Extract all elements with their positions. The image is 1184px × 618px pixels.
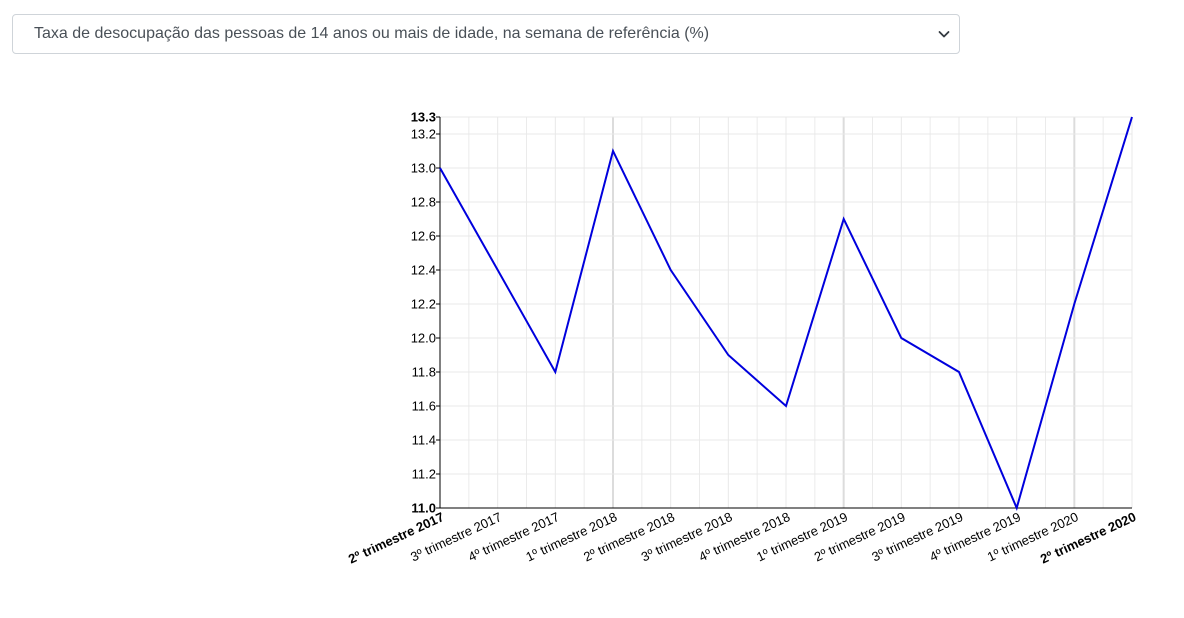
data-point [553,370,557,374]
indicator-select-value: Taxa de desocupação das pessoas de 14 an… [34,25,710,42]
y-tick-label: 11.6 [412,399,436,414]
x-tick-label: 2º trimestre 2017 [346,509,446,566]
y-tick-label: 12.4 [411,263,436,278]
y-tick-label: 12.6 [411,229,436,244]
data-point [1015,506,1019,510]
indicator-select[interactable]: Taxa de desocupação das pessoas de 14 an… [12,14,960,54]
y-tick-label: 12.8 [411,195,436,210]
x-tick-label: 2º trimestre 2020 [1038,509,1138,566]
data-point [1072,302,1076,306]
data-point [669,268,673,272]
y-tick-label: 13.3 [411,110,436,125]
y-tick-label: 13.2 [411,127,436,142]
data-point [611,149,615,153]
y-tick-label: 12.0 [411,331,436,346]
data-point [1130,115,1134,119]
data-point [784,404,788,408]
data-point [726,353,730,357]
y-tick-label: 11.8 [412,365,436,380]
data-point [842,217,846,221]
series-line [439,116,1133,512]
y-tick-label: 11.0 [411,501,436,516]
data-point [496,268,500,272]
y-tick-label: 11.2 [412,467,436,482]
data-point [957,370,961,374]
y-tick-label: 12.2 [411,297,436,312]
y-tick-label: 11.4 [412,433,436,448]
y-tick-label: 13.0 [411,161,436,176]
data-point [438,166,442,170]
data-point [899,336,903,340]
chevron-down-icon [938,31,950,38]
